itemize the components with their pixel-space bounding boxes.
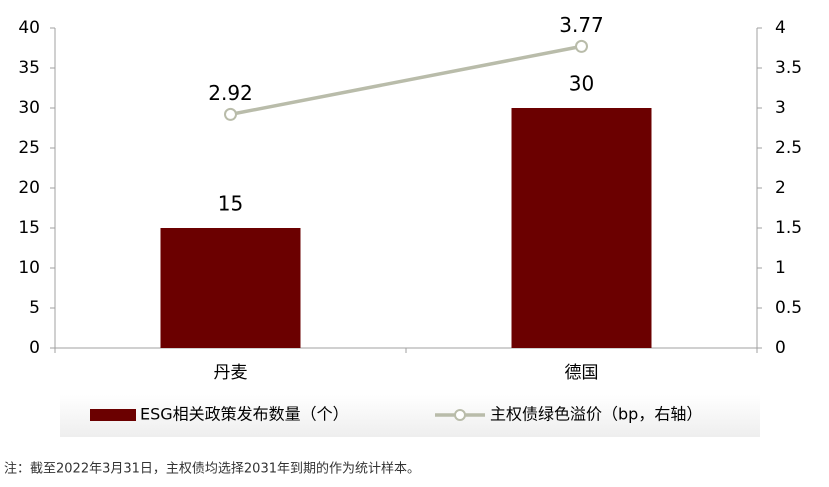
y-tick-label: 40 bbox=[18, 18, 40, 38]
y2-tick-label: 4 bbox=[775, 18, 786, 38]
value-label: 2.92 bbox=[208, 81, 253, 105]
y-tick-label: 25 bbox=[18, 138, 40, 158]
x-tick-label: 丹麦 bbox=[214, 363, 248, 383]
y-tick-label: 15 bbox=[18, 218, 40, 238]
legend-label: ESG相关政策发布数量（个） bbox=[140, 405, 349, 424]
value-label: 30 bbox=[569, 72, 594, 96]
y-tick-label: 0 bbox=[29, 338, 40, 358]
y-tick-label: 30 bbox=[18, 98, 40, 118]
y-tick-label: 35 bbox=[18, 58, 40, 78]
y2-tick-label: 0.5 bbox=[775, 298, 802, 318]
y2-tick-label: 2.5 bbox=[775, 138, 802, 158]
bar bbox=[511, 108, 652, 348]
y-tick-label: 10 bbox=[18, 258, 40, 278]
y2-tick-label: 3 bbox=[775, 98, 786, 118]
y2-tick-label: 1.5 bbox=[775, 218, 802, 238]
y2-tick-label: 3.5 bbox=[775, 58, 802, 78]
y-tick-label: 20 bbox=[18, 178, 40, 198]
value-label: 3.77 bbox=[559, 13, 604, 37]
line bbox=[230, 44, 582, 117]
legend-background bbox=[60, 395, 760, 437]
y-tick-label: 5 bbox=[29, 298, 40, 318]
legend-swatch bbox=[90, 409, 136, 421]
x-tick-label: 德国 bbox=[565, 363, 599, 383]
y2-tick-label: 0 bbox=[775, 338, 786, 358]
value-label: 15 bbox=[218, 192, 243, 216]
note: 注：截至2022年3月31日，主权债均选择2031年到期的作为统计样本。 bbox=[4, 461, 420, 477]
bar bbox=[160, 228, 301, 348]
y2-tick-label: 1 bbox=[775, 258, 786, 278]
legend-marker bbox=[454, 409, 466, 421]
y2-tick-label: 2 bbox=[775, 178, 786, 198]
point bbox=[224, 107, 237, 121]
legend-label: 主权债绿色溢价（bp，右轴） bbox=[490, 405, 702, 424]
point bbox=[575, 39, 588, 53]
